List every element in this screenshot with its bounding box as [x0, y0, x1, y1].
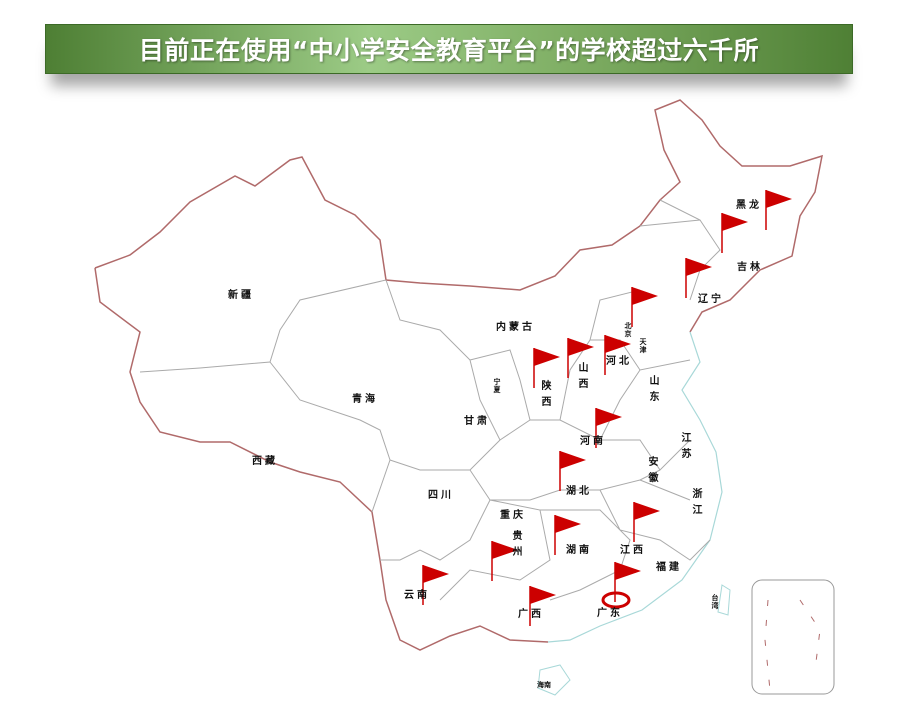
- flag-shaanxi: [533, 348, 560, 388]
- flag-jilin: [721, 213, 748, 253]
- province-label-taiwan: 台湾: [711, 594, 720, 610]
- province-label-chongqing: 重庆: [500, 510, 526, 521]
- province-label-shaanxi: 陕西: [539, 380, 550, 412]
- flag-guangxi: [529, 586, 556, 626]
- southwest-border: [94, 267, 549, 651]
- south-china-sea-inset: [751, 579, 835, 695]
- title-text: 目前正在使用“中小学安全教育平台”的学校超过六千所: [138, 36, 760, 65]
- flag-icon: [766, 190, 792, 208]
- province-label-guizhou: 贵州: [510, 530, 521, 562]
- flag-shanxi: [567, 338, 594, 378]
- province-label-hubei: 湖北: [566, 486, 592, 497]
- coastline: [547, 331, 723, 643]
- province-label-ningxia: 宁夏: [493, 378, 502, 394]
- flag-icon: [568, 338, 594, 356]
- province-label-heilongjiang: 黑龙: [736, 200, 762, 211]
- title-banner: 目前正在使用“中小学安全教育平台”的学校超过六千所: [45, 24, 853, 74]
- province-label-anhui: 安徽: [646, 456, 657, 488]
- flag-icon: [555, 515, 581, 533]
- flag-icon: [634, 502, 660, 520]
- flag-hunan: [554, 515, 581, 555]
- province-label-gansu: 甘肃: [464, 416, 490, 427]
- flag-icon: [596, 408, 622, 426]
- province-label-yunnan: 云南: [404, 590, 430, 601]
- flag-guizhou: [491, 541, 518, 581]
- flag-icon: [605, 335, 631, 353]
- flag-hubei: [559, 451, 586, 491]
- province-label-tianjin: 天津: [639, 338, 648, 354]
- taiwan-island: [717, 584, 731, 616]
- province-label-guangxi: 广西: [518, 609, 544, 620]
- flag-icon: [534, 348, 560, 366]
- province-borders: [139, 199, 721, 601]
- nine-dash-line: [764, 599, 821, 691]
- flag-icon: [686, 258, 712, 276]
- flag-heilongjiang: [765, 190, 792, 230]
- flag-icon: [492, 541, 518, 559]
- province-label-henan: 河南: [580, 436, 606, 447]
- province-label-hebei: 河北: [606, 356, 632, 367]
- flag-icon: [560, 451, 586, 469]
- flag-icon: [722, 213, 748, 231]
- target-ring: [601, 591, 631, 609]
- flag-guangdong: [601, 562, 641, 609]
- country-border: [94, 99, 823, 333]
- province-label-beijing: 北京: [624, 322, 633, 338]
- province-label-shandong: 山东: [647, 375, 658, 407]
- province-label-jilin: 吉林: [737, 262, 763, 273]
- province-label-hainan: 海南: [537, 680, 551, 689]
- province-label-shanxi: 山西: [576, 362, 587, 394]
- province-label-guangdong: 广东: [597, 608, 623, 619]
- flag-beijing: [631, 287, 658, 327]
- province-label-fujian: 福建: [656, 562, 682, 573]
- province-label-xizang: 西藏: [252, 456, 278, 467]
- province-label-liaoning: 辽宁: [698, 294, 724, 305]
- province-label-sichuan: 四川: [428, 490, 454, 501]
- flag-henan: [595, 408, 622, 448]
- flag-hebei: [604, 335, 631, 375]
- province-label-xinjiang: 新疆: [228, 290, 254, 301]
- flags-layer: [422, 190, 792, 626]
- province-label-zhejiang: 浙江: [690, 488, 701, 520]
- flag-icon: [615, 562, 641, 580]
- province-label-jiangxi: 江西: [620, 545, 646, 556]
- province-label-neimenggu: 内蒙古: [496, 322, 535, 333]
- flag-icon: [632, 287, 658, 305]
- flag-yunnan: [422, 565, 449, 605]
- flag-icon: [423, 565, 449, 583]
- flag-liaoning: [685, 258, 712, 298]
- province-label-hunan: 湖南: [566, 545, 592, 556]
- hainan-island: [537, 664, 571, 696]
- flag-icon: [530, 586, 556, 604]
- province-label-qinghai: 青海: [352, 394, 378, 405]
- flag-jiangxi: [633, 502, 660, 542]
- province-label-jiangsu: 江苏: [679, 432, 690, 464]
